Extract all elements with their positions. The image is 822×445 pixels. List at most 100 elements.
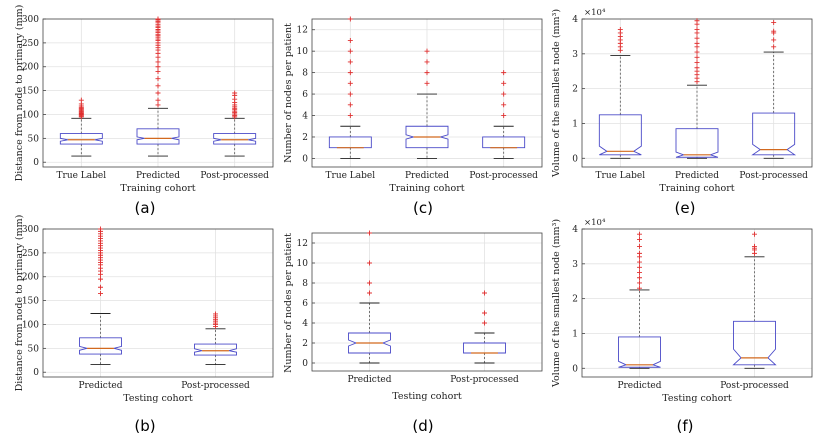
box-2 [136,16,180,157]
x-tick-label: Predicted [617,381,661,391]
box-body [405,125,449,149]
y-tick-label: 250 [22,249,39,259]
outlier-point [694,65,700,71]
outlier-point [424,48,430,54]
outlier-point [347,113,353,119]
outlier-point [482,320,487,326]
y-axis-label: Distance from node to primary (mm) [14,215,25,392]
y-tick-label: 300 [22,15,39,25]
y-tick-label: 1 [572,329,578,339]
x-tick-label: Post-processed [200,171,269,181]
y-tick-label: 6 [302,299,308,309]
outlier-point [637,264,642,270]
box-1 [348,230,391,364]
box-body [348,332,391,354]
outlier-point [694,60,700,66]
outlier-point [347,70,353,76]
box-1 [328,16,372,159]
y-tick-label: 8 [302,279,308,289]
y-tick-label: 4 [302,319,308,329]
box-body [751,112,797,156]
x-tick-label: Predicted [78,381,122,391]
axes-frame [311,18,543,168]
outlier-point [155,76,161,82]
y-tick-label: 100 [22,110,39,120]
y-tick-label: 4 [572,15,578,25]
y-tick-label: 0 [302,359,308,369]
outlier-point [155,16,161,22]
y-tick-label: 200 [22,63,39,73]
outlier-point [637,280,642,286]
outlier-point [752,243,757,249]
outlier-point [155,83,161,89]
outlier-point [424,59,430,65]
box-body [328,136,372,149]
outlier-point [501,113,507,119]
y-tick-label: 10 [297,259,309,269]
outlier-point [482,310,487,316]
outlier-point [771,37,777,43]
y-axis-label: Number of nodes per patient [283,23,294,163]
y-tick-label: 2 [302,339,308,349]
x-tick-label: Predicted [347,375,391,385]
chart-panel-f: 0 1 2 3 4 ×10⁴ Predicted Post-processed Testing … [551,218,813,435]
panel-label: (a) [135,199,156,217]
outlier-point [637,250,642,256]
y-tick-label: 0 [572,364,578,374]
box-3 [482,70,526,159]
box-1 [59,97,103,157]
axis-multiplier: ×10⁴ [584,218,606,228]
x-tick-label: True Label [326,171,376,181]
box-2 [405,48,449,159]
outlier-point [694,18,700,24]
outlier-point [98,276,103,282]
panel-label: (f) [677,417,694,435]
outlier-point [694,40,700,46]
outlier-point [637,275,642,281]
box-body [618,336,661,368]
outlier-point [155,90,161,96]
x-tick-label: Predicted [405,171,449,181]
x-axis-label: Testing cohort [392,391,462,402]
x-axis-label: Training cohort [659,183,734,194]
box-body [598,114,642,156]
y-tick-label: 2 [302,133,308,143]
y-axis-label: Volume of the smallest node (mm³) [551,219,562,388]
outlier-point [501,80,507,86]
box-body [463,342,506,354]
chart-panel-d: 0 2 4 6 8 10 12 Predicted Post-processed Testing … [283,230,543,435]
outlier-point [347,91,353,97]
y-tick-label: 1 [572,119,578,129]
axes-frame [581,228,813,378]
x-axis-label: Training cohort [389,183,464,194]
outlier-point [367,230,372,236]
outlier-point [155,64,161,70]
outlier-point [424,80,430,86]
outlier-point [424,70,430,76]
y-tick-label: 0 [33,368,39,378]
y-tick-label: 2 [572,295,578,305]
outlier-point [155,59,161,65]
x-tick-label: True Label [596,171,646,181]
box-2 [463,290,506,364]
y-tick-label: 12 [297,26,308,36]
x-tick-label: Predicted [136,171,180,181]
box-body [136,128,180,145]
x-tick-label: Post-processed [450,375,519,385]
y-tick-label: 4 [572,225,578,235]
outlier-point [98,284,103,290]
outlier-point [501,102,507,108]
y-tick-label: 150 [22,297,39,307]
y-tick-label: 0 [302,154,308,164]
outlier-point [367,280,372,286]
outlier-point [367,260,372,266]
y-tick-label: 2 [572,85,578,95]
box-3 [751,19,797,159]
chart-panel-b: 0 50 100 150 200 250 300 Predicted Post-processe… [14,215,274,435]
y-axis-label: Volume of the smallest node (mm³) [551,9,562,178]
outlier-point [482,290,487,296]
outlier-point [347,80,353,86]
y-axis-label: Distance from node to primary (mm) [14,5,25,182]
outlier-point [347,48,353,54]
outlier-point [771,44,777,50]
